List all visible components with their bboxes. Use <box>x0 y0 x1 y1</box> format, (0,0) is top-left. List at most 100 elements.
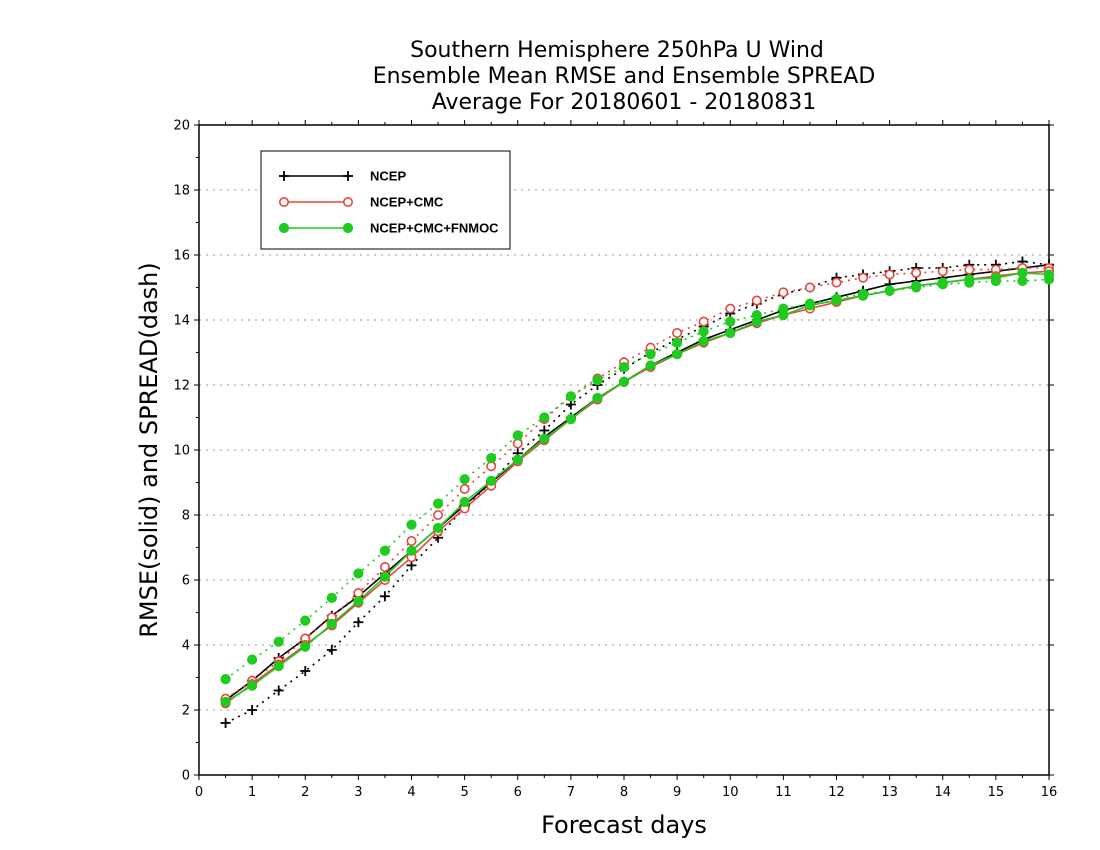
series-ncep-cmc-spread-point <box>964 264 975 275</box>
series-ncep-cmc-fnmoc-spread-point <box>592 375 603 386</box>
series-ncep-cmc-fnmoc-spread-point <box>672 337 683 348</box>
legend-marker <box>279 171 289 181</box>
series-ncep-cmc-fnmoc-rmse-point <box>751 316 762 327</box>
series-ncep-cmc-fnmoc-spread-point <box>247 654 258 665</box>
x-tick-label: 15 <box>988 785 1005 800</box>
x-axis-label: Forecast days <box>541 811 707 839</box>
x-tick-label: 13 <box>881 785 898 800</box>
y-tick-label: 10 <box>173 444 190 459</box>
series-ncep-cmc-fnmoc-rmse-point <box>353 596 364 607</box>
series-ncep-rmse-line <box>225 264 1050 701</box>
series-ncep-cmc-fnmoc-rmse-point <box>778 310 789 321</box>
series-ncep-cmc-fnmoc-rmse-point <box>1043 269 1055 280</box>
series-ncep-cmc-fnmoc-rmse-point <box>273 661 284 672</box>
series-ncep-cmc-fnmoc-rmse-point <box>326 618 337 629</box>
series-ncep-cmc-spread-point <box>884 269 895 280</box>
series-ncep-cmc-fnmoc-rmse-point <box>300 641 311 652</box>
x-tick-label: 6 <box>514 785 522 800</box>
chart-title-line-1: Southern Hemisphere 250hPa U Wind <box>410 38 824 63</box>
legend-marker <box>342 197 353 208</box>
series-ncep-cmc-spread-point <box>911 267 922 278</box>
x-tick-label: 11 <box>775 785 792 800</box>
series-ncep-cmc-fnmoc-rmse-point <box>459 496 470 508</box>
series-ncep-cmc-fnmoc-spread-point <box>459 474 470 485</box>
legend-marker <box>278 222 290 234</box>
y-tick-label: 4 <box>182 639 190 654</box>
series-ncep-cmc-fnmoc-rmse-point <box>220 696 231 707</box>
series-ncep-cmc-spread-point <box>379 561 390 572</box>
x-tick-label: 8 <box>620 785 628 800</box>
series-ncep-cmc-fnmoc-spread-line <box>225 278 1050 680</box>
x-tick-label: 16 <box>1041 785 1058 800</box>
series-ncep-cmc-fnmoc-spread-point <box>486 453 497 464</box>
y-tick-label: 6 <box>182 574 190 589</box>
series-ncep-cmc-fnmoc-rmse-point <box>618 376 630 387</box>
series-ncep-cmc-fnmoc-rmse-point <box>379 571 391 582</box>
y-axis-label: RMSE(solid) and SPREAD(dash) <box>135 262 163 638</box>
series-ncep-cmc-spread-point <box>804 282 815 293</box>
series-ncep-spread-point <box>379 591 390 602</box>
legend-label: NCEP <box>370 169 406 184</box>
y-tick-label: 12 <box>173 379 190 394</box>
series-ncep-spread-point <box>273 685 284 696</box>
x-tick-label: 10 <box>722 785 739 800</box>
legend-box <box>260 150 511 250</box>
series-ncep-cmc-fnmoc-rmse-point <box>247 680 258 691</box>
series-ncep-cmc-fnmoc-rmse-point <box>539 433 550 444</box>
series-ncep-cmc-fnmoc-rmse-point <box>1017 267 1028 278</box>
series-ncep-cmc-spread-point <box>406 535 417 546</box>
series-ncep-cmc-fnmoc-spread-point <box>353 568 364 579</box>
chart-title-line-2: Ensemble Mean RMSE and Ensemble SPREAD <box>373 64 876 89</box>
series-ncep-cmc-spread-point <box>672 327 683 338</box>
series-ncep-cmc-fnmoc-rmse-point <box>831 295 842 306</box>
series-ncep-cmc-spread-point <box>459 483 470 494</box>
series-ncep-cmc-fnmoc-spread-point <box>432 498 444 509</box>
chart-title-line-3: Average For 20180601 - 20180831 <box>432 90 817 115</box>
y-tick-label: 20 <box>173 119 190 134</box>
y-tick-label: 2 <box>182 704 190 719</box>
legend-entry-ncep: NCEP <box>279 169 406 184</box>
legend-entry-ncep-cmc-fnmoc: NCEP+CMC+FNMOC <box>278 221 499 236</box>
series-ncep-cmc-fnmoc-spread-point <box>618 362 630 373</box>
legend-label: NCEP+CMC+FNMOC <box>370 221 499 236</box>
series-ncep-cmc-fnmoc-rmse-point <box>486 475 497 486</box>
series-ncep-cmc-fnmoc-rmse-point <box>406 545 417 556</box>
series-ncep-cmc-spread-point <box>831 277 842 288</box>
series-ncep-cmc-fnmoc-rmse-point <box>937 277 948 288</box>
y-tick-label: 8 <box>182 509 190 524</box>
series-ncep-cmc-spread-point <box>698 316 709 327</box>
series-ncep-cmc-spread-point <box>486 461 497 472</box>
x-tick-label: 1 <box>248 785 256 800</box>
series-ncep-cmc-fnmoc-spread-point <box>326 592 337 603</box>
x-tick-label: 4 <box>407 785 415 800</box>
series-ncep-cmc-fnmoc-spread-point <box>406 519 417 530</box>
series-ncep-cmc-fnmoc-rmse-point <box>884 285 895 296</box>
y-tick-label: 16 <box>173 249 190 264</box>
y-tick-label: 14 <box>173 314 190 329</box>
series-ncep-cmc-fnmoc-spread-point <box>725 316 736 327</box>
y-tick-label: 0 <box>182 769 190 784</box>
series-ncep-cmc-spread-point <box>751 295 762 306</box>
series-ncep-cmc-spread-point <box>512 438 523 449</box>
series-ncep-cmc-spread-point <box>858 272 869 283</box>
legend-marker <box>342 222 354 234</box>
series-ncep-cmc-fnmoc-rmse-point <box>672 349 683 360</box>
series-ncep-cmc-fnmoc-rmse-point <box>725 327 736 339</box>
series-ncep-spread-point <box>220 718 231 728</box>
series-ncep-cmc-fnmoc-spread-point <box>645 349 656 360</box>
series-ncep-cmc-fnmoc-spread-point <box>273 636 284 647</box>
x-tick-label: 5 <box>460 785 468 800</box>
series-ncep-cmc-fnmoc-rmse-point <box>565 414 576 425</box>
series-ncep-cmc-fnmoc-rmse-line <box>225 272 1050 703</box>
series-ncep-cmc-fnmoc-rmse-point <box>592 392 603 404</box>
legend: NCEP NCEP+CMC NCEP+CMC+FNMOC <box>260 150 511 250</box>
series-ncep-spread-line <box>225 260 1050 724</box>
series-ncep-cmc-fnmoc-spread-point <box>512 430 523 441</box>
legend-marker <box>278 197 289 208</box>
x-tick-label: 2 <box>301 785 309 800</box>
legend-entry-ncep-cmc: NCEP+CMC <box>278 195 444 210</box>
series-ncep-cmc-fnmoc-spread-point <box>698 326 709 337</box>
series-ncep-spread-point <box>300 666 311 676</box>
series-ncep-cmc-fnmoc-rmse-point <box>990 272 1001 283</box>
